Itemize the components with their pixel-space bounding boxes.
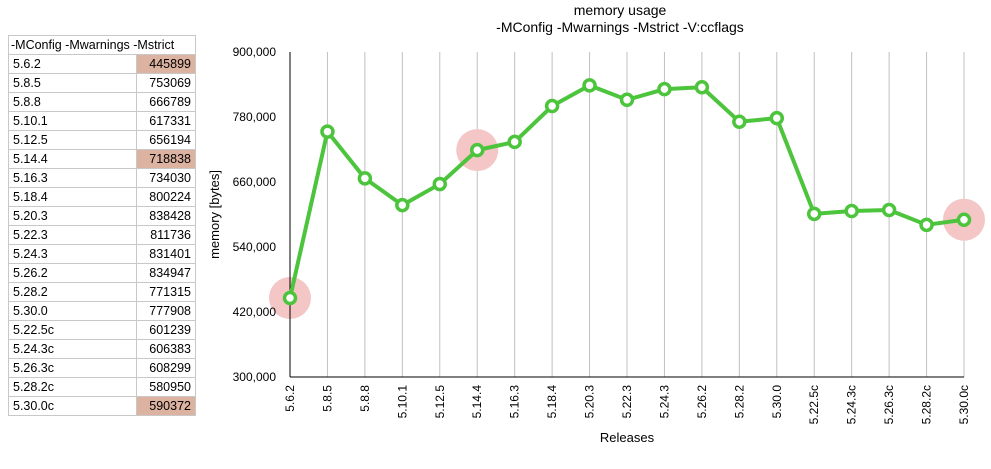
- x-tick-labels: 5.6.2 5.8.5 5.8.8 5.10.1 5.12.5 5.14.4 5.16.3 5…: [283, 385, 971, 425]
- x-tick-label: 5.20.3: [583, 385, 597, 419]
- table-row: 5.28.2 771315: [8, 282, 196, 302]
- x-tick-label: 5.28.2: [732, 385, 746, 419]
- data-point: [357, 171, 373, 186]
- y-tick-label: 300,000: [233, 370, 277, 384]
- x-tick-label: 5.30.0c: [957, 385, 971, 424]
- x-tick-label: 5.22.5c: [807, 385, 821, 424]
- table-row: 5.10.1 617331: [8, 111, 196, 131]
- data-point: [507, 134, 522, 150]
- x-tick-label: 5.26.3c: [882, 385, 896, 424]
- x-tick-label: 5.24.3: [657, 385, 671, 419]
- table-row: 5.24.3 831401: [8, 244, 196, 264]
- x-tick-label: 5.24.3c: [845, 385, 859, 424]
- data-point: [544, 98, 560, 114]
- y-tick-label: 660,000: [233, 175, 277, 189]
- version-cell: 5.8.8: [8, 92, 137, 112]
- x-axis-label: Releases: [600, 430, 655, 445]
- data-point: [657, 81, 672, 97]
- table-row: 5.26.2 834947: [8, 263, 196, 283]
- table-row: 5.12.5 656194: [8, 130, 196, 150]
- memory-value-cell: 831401: [136, 244, 196, 264]
- data-point: [320, 124, 335, 139]
- table-row: 5.30.0c 590372: [8, 396, 196, 416]
- y-tick-label: 540,000: [233, 240, 277, 254]
- data-point: [769, 110, 785, 126]
- x-tick-label: 5.16.3: [508, 385, 522, 419]
- data-point: [806, 206, 822, 222]
- data-point: [732, 114, 747, 129]
- x-tick-label: 5.30.0: [770, 385, 784, 419]
- memory-value-cell: 771315: [136, 282, 196, 302]
- table-row: 5.30.0 777908: [8, 301, 196, 321]
- y-axis-label: memory [bytes]: [207, 170, 222, 259]
- memory-value-cell: 606383: [136, 339, 196, 359]
- x-tick-label: 5.26.2: [695, 385, 709, 419]
- data-point: [432, 176, 448, 192]
- table-row: 5.28.2c 580950: [8, 377, 196, 397]
- data-points: [282, 78, 972, 306]
- data-point: [694, 79, 710, 95]
- memory-value-cell: 800224: [136, 187, 196, 207]
- x-tick-label: 5.8.8: [358, 385, 372, 412]
- x-tick-label: 5.22.3: [620, 385, 634, 419]
- x-tick-label: 5.8.5: [320, 385, 334, 412]
- version-cell: 5.10.1: [8, 111, 137, 131]
- version-cell: 5.28.2: [8, 282, 137, 302]
- y-tick-labels: 300,000 420,000 540,000 660,000 780,000 900,0…: [233, 45, 277, 384]
- data-point: [469, 142, 485, 158]
- table-row: 5.18.4 800224: [8, 187, 196, 207]
- data-point: [844, 203, 859, 219]
- version-cell: 5.30.0c: [8, 396, 137, 416]
- table-row: 5.22.3 811736: [8, 225, 196, 245]
- y-tick-label: 780,000: [233, 110, 277, 124]
- memory-value-cell: 601239: [136, 320, 196, 340]
- memory-value-cell: 608299: [136, 358, 196, 378]
- memory-value-cell: 445899: [136, 54, 196, 74]
- table-row: 5.24.3c 606383: [8, 339, 196, 359]
- data-point: [282, 290, 298, 306]
- memory-value-cell: 834947: [136, 263, 196, 283]
- memory-value-cell: 617331: [136, 111, 196, 131]
- chart-subtitle: -MConfig -Mwarnings -Mstrict -V:ccflags: [496, 19, 744, 35]
- x-tick-label: 5.10.1: [395, 385, 409, 419]
- table-row: 5.22.5c 601239: [8, 320, 196, 340]
- x-tick-label: 5.18.4: [545, 385, 559, 419]
- memory-value-cell: 734030: [136, 168, 196, 188]
- y-tick-label: 900,000: [233, 45, 277, 59]
- data-point: [919, 217, 934, 233]
- data-point: [619, 92, 635, 108]
- data-point: [395, 197, 410, 213]
- memory-value-cell: 590372: [136, 396, 196, 416]
- grid: [326, 52, 965, 377]
- version-cell: 5.28.2c: [8, 377, 137, 397]
- table-body: 5.6.2 445899 5.8.5 753069 5.8.8 666789 5.10.1 6…: [8, 54, 196, 416]
- x-tick-label: 5.6.2: [283, 385, 297, 412]
- version-cell: 5.26.2: [8, 263, 137, 283]
- data-point: [956, 212, 972, 227]
- data-point: [881, 202, 897, 218]
- x-tick-label: 5.12.5: [433, 385, 447, 419]
- x-tick-label: 5.14.4: [470, 385, 484, 419]
- data-point: [582, 78, 597, 93]
- y-tick-label: 420,000: [233, 305, 277, 319]
- chart-title: memory usage: [574, 2, 667, 18]
- version-cell: 5.18.4: [8, 187, 137, 207]
- version-cell: 5.30.0: [8, 301, 137, 321]
- x-tick-label: 5.28.2c: [920, 385, 934, 424]
- version-cell: 5.22.5c: [8, 320, 137, 340]
- data-table: -MConfig -Mwarnings -Mstrict 5.6.2 445899…: [8, 35, 196, 416]
